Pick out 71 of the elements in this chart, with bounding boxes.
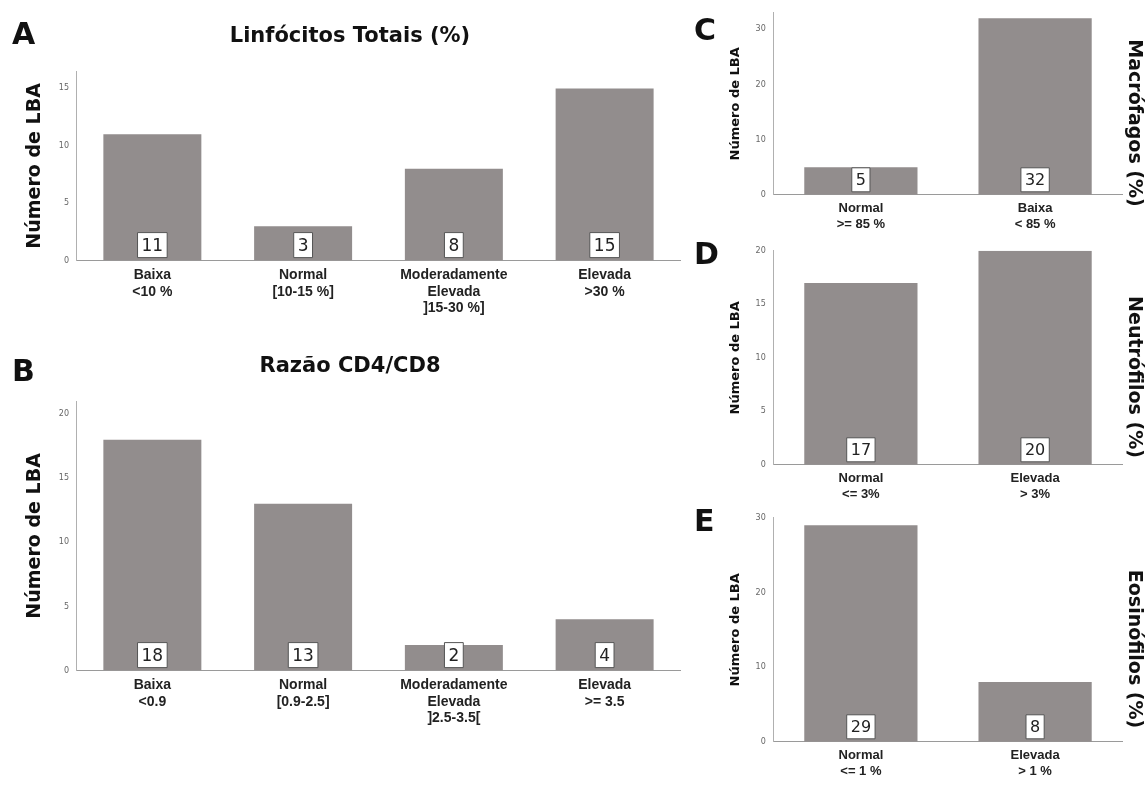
y-tick-label: 5: [63, 198, 69, 208]
x-tick-label: Elevada >= 3.5: [578, 675, 632, 709]
data-label: 8: [1030, 716, 1041, 736]
y-tick-label: 0: [760, 189, 766, 199]
y-tick-label: 20: [755, 79, 766, 89]
data-label: 20: [1024, 439, 1046, 459]
x-tick-label: Normal [0.9-2.5]: [276, 675, 330, 709]
y-tick-label: 20: [58, 409, 69, 419]
y-tick-label: 0: [63, 665, 69, 675]
bar: [254, 503, 353, 671]
data-label: 17: [850, 439, 872, 459]
y-tick-label: 30: [755, 512, 766, 522]
text: B: [12, 353, 35, 388]
x-tick-label: Elevada > 1 %: [1010, 747, 1061, 778]
bar: [555, 619, 654, 671]
y-axis-title: Número de LBA: [727, 47, 743, 161]
x-tick-label: Normal <= 3%: [838, 470, 884, 501]
y-tick-label: 15: [755, 299, 766, 309]
y-axis-title: Número de LBA: [727, 301, 743, 415]
y-tick-label: 0: [63, 255, 69, 265]
data-label: 3: [297, 234, 309, 255]
text: Macrófagos (%): [1124, 39, 1145, 207]
bar: [103, 134, 202, 261]
bar: [103, 439, 202, 671]
y-tick-label: 20: [755, 587, 766, 597]
y-tick-label: 5: [760, 406, 766, 416]
y-tick-label: 15: [58, 83, 69, 93]
y-tick-label: 0: [760, 736, 766, 746]
text: E: [694, 503, 715, 538]
y-tick-label: 10: [755, 352, 766, 362]
x-tick-label: Normal [10-15 %]: [272, 265, 334, 299]
y-tick-label: 20: [755, 245, 766, 255]
x-tick-label: Baixa < 85 %: [1014, 200, 1056, 231]
text: A: [12, 16, 36, 51]
chart-title: Razão CD4/CD8: [259, 353, 441, 378]
data-label: 15: [593, 234, 616, 255]
text: D: [694, 236, 719, 271]
data-label: 4: [599, 644, 611, 665]
y-tick-label: 10: [755, 134, 766, 144]
x-tick-label: Elevada >30 %: [578, 265, 632, 299]
x-tick-label: Baixa <0.9: [133, 675, 172, 709]
bar: [404, 168, 503, 261]
x-tick-label: Normal <= 1 %: [838, 747, 884, 778]
y-axis-title: Número de LBA: [727, 573, 743, 687]
y-axis-title: Número de LBA: [22, 82, 45, 249]
x-tick-label: Normal >= 85 %: [836, 200, 886, 231]
text: Neutrófilos (%): [1124, 296, 1145, 458]
data-label: 32: [1024, 169, 1046, 189]
x-tick-label: Moderadamente Elevada ]15-30 %]: [400, 265, 508, 316]
y-tick-label: 30: [755, 24, 766, 34]
x-tick-label: Moderadamente Elevada ]2.5-3.5[: [400, 675, 508, 726]
data-label: 2: [448, 644, 460, 665]
y-tick-label: 10: [58, 537, 69, 547]
data-label: 13: [292, 644, 314, 665]
chart-title: Linfócitos Totais (%): [229, 23, 471, 48]
y-tick-label: 10: [755, 662, 766, 672]
data-label: 29: [850, 716, 872, 736]
y-tick-label: 0: [760, 459, 766, 469]
text: Eosinófilos (%): [1124, 569, 1145, 729]
data-label: 11: [141, 234, 164, 255]
x-tick-label: Elevada > 3%: [1010, 470, 1061, 501]
data-label: 18: [141, 644, 164, 665]
text: C: [694, 12, 717, 47]
y-tick-label: 15: [58, 473, 69, 483]
data-label: 5: [855, 169, 866, 189]
y-tick-label: 10: [58, 140, 69, 150]
data-label: 8: [448, 234, 460, 255]
bar: [555, 88, 654, 261]
y-axis-title: Número de LBA: [22, 452, 45, 619]
y-tick-label: 5: [63, 601, 69, 611]
x-tick-label: Baixa <10 %: [132, 265, 173, 299]
